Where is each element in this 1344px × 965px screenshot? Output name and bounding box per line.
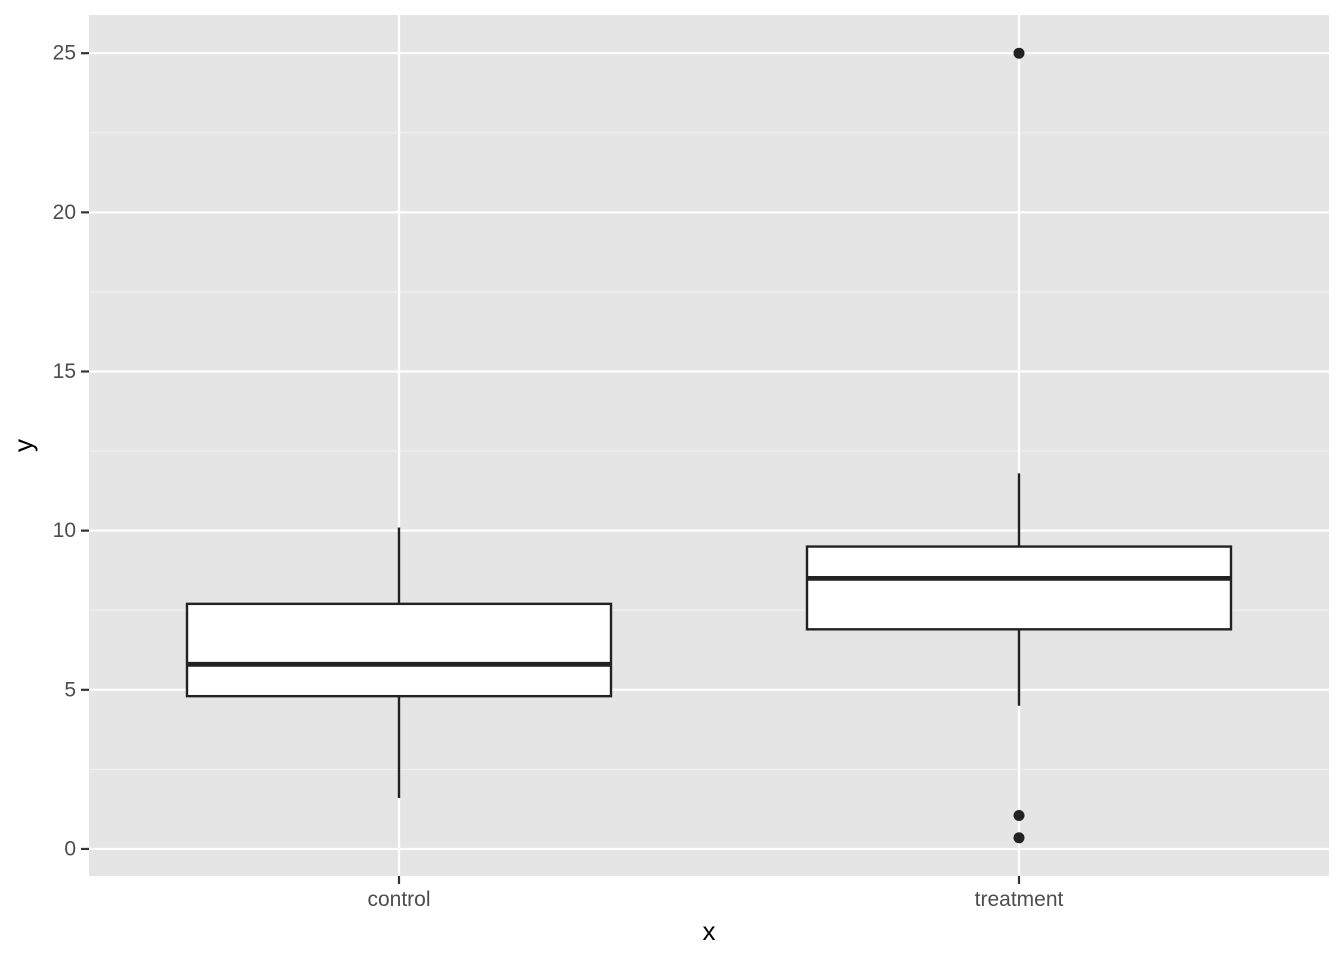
x-tick-label: treatment: [975, 888, 1064, 911]
outlier-point: [1013, 47, 1025, 59]
outlier-point: [1013, 832, 1025, 844]
y-tick-label: 5: [64, 678, 76, 701]
x-tick-label: control: [367, 888, 430, 911]
box-treatment: [805, 47, 1233, 844]
y-tick-label: 0: [64, 837, 76, 860]
y-axis: 0 5 10 15 20 25: [53, 42, 89, 860]
x-axis: control treatment: [367, 876, 1064, 911]
y-tick-label: 10: [53, 519, 76, 542]
box-iqr: [185, 602, 613, 698]
box-layer: [185, 47, 1233, 844]
y-tick-label: 20: [53, 201, 76, 224]
outlier-point: [1013, 810, 1025, 822]
y-tick-label: 15: [53, 360, 76, 383]
box-control: [185, 527, 613, 799]
box-iqr: [805, 545, 1233, 631]
y-axis-title: y: [8, 439, 38, 452]
plot-panel: [89, 15, 1329, 876]
x-axis-title: x: [703, 916, 716, 946]
y-tick-label: 25: [53, 42, 76, 65]
